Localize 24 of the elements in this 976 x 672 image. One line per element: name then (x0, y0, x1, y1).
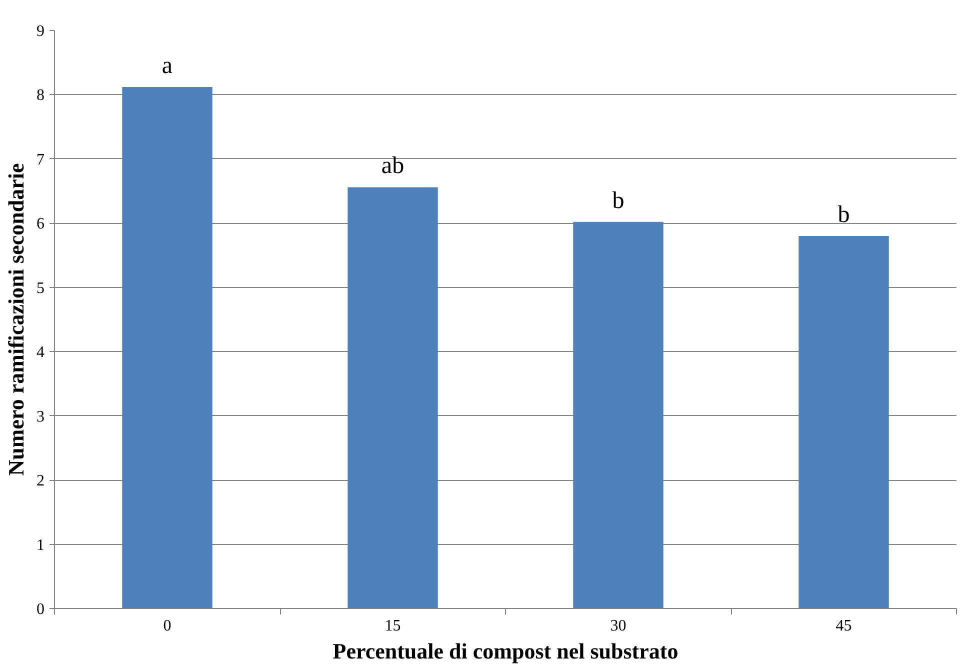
y-tick-label: 6 (36, 216, 44, 233)
y-axis-title: Numero ramificazioni secondarie (4, 163, 28, 476)
x-tick-label: 0 (163, 618, 172, 634)
annotation: ab (381, 153, 404, 180)
y-tick-label: 4 (36, 344, 44, 362)
x-tick-label: 15 (384, 618, 401, 634)
y-tick-label: 1 (36, 536, 44, 554)
annotation: b (612, 188, 624, 214)
y-tick-label: 2 (36, 472, 44, 490)
y-tick-label: 8 (36, 87, 44, 104)
y-tick-label: 7 (36, 151, 44, 168)
annotation: a (162, 53, 173, 80)
y-tick-label: 5 (36, 280, 44, 297)
bar (122, 87, 212, 608)
x-axis-title: Percentuale di compost nel substrato (332, 638, 678, 664)
y-tick-label: 3 (36, 408, 44, 426)
y-tick-label: 9 (36, 23, 44, 40)
bar (798, 236, 889, 608)
bar (348, 187, 438, 608)
x-tick-label: 45 (836, 618, 852, 634)
bar (573, 222, 664, 608)
y-tick-label: 0 (36, 601, 44, 618)
annotation: b (838, 202, 850, 228)
x-tick-label: 30 (610, 618, 626, 634)
